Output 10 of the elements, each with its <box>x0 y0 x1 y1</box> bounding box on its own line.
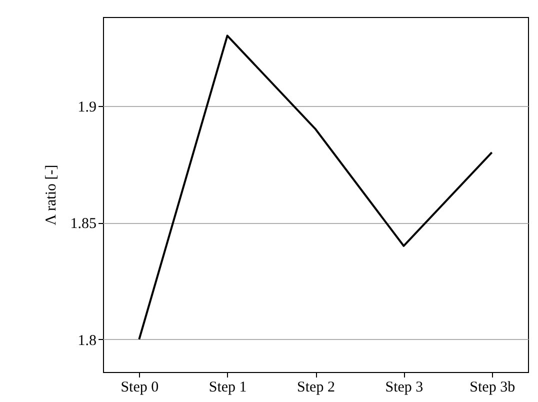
y-tick-label: 1.85 <box>70 216 96 232</box>
y-tick-label: 1.8 <box>78 332 96 349</box>
x-tick-label: Step 2 <box>297 380 335 396</box>
x-tick-label: Step 3 <box>385 380 424 396</box>
y-tick-label: 1.9 <box>78 99 96 116</box>
line-series <box>138 34 493 340</box>
y-axis-title: Λ ratio [-] <box>43 164 60 226</box>
x-tick-label: Step 1 <box>208 380 247 396</box>
x-tick-label: Step 3b <box>470 380 516 396</box>
x-tick-label: Step 0 <box>120 380 159 396</box>
